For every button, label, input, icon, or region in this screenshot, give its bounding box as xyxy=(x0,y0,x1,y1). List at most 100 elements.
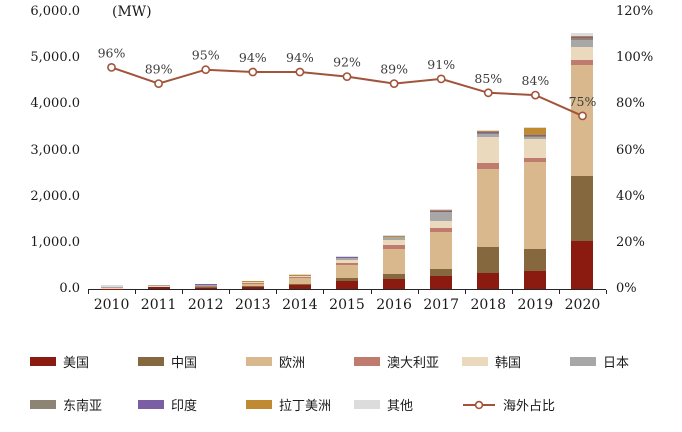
x-axis-tick-label: 2019 xyxy=(517,297,554,313)
x-axis-tick-label: 2015 xyxy=(329,297,365,313)
legend-item-overseas-share: 海外占比 xyxy=(462,395,566,414)
x-axis-tick-mark xyxy=(182,290,184,294)
legend-color-swatch xyxy=(138,357,164,366)
line-data-label: 96% xyxy=(98,45,126,60)
legend-label: 美国 xyxy=(63,356,90,371)
bar-segment-korea xyxy=(571,46,594,61)
bar-segment-europe xyxy=(383,248,406,275)
bar-segment-japan xyxy=(100,287,123,289)
bar-segment-other xyxy=(524,127,547,129)
overseas-share-line-layer: 96% 89% 95% 94% 94% 92% 89% 91% 85% 84% 75% xyxy=(98,45,597,121)
bar-segment-china xyxy=(383,274,406,279)
line-marker xyxy=(436,74,446,84)
bar-segment-europe xyxy=(336,264,358,278)
bar-segment-other xyxy=(571,32,594,36)
line-data-label: 94% xyxy=(239,50,267,65)
x-axis-tick-mark xyxy=(558,290,560,294)
bar-segment-china xyxy=(524,249,547,272)
legend-item-china: 中国 xyxy=(138,352,242,371)
bar-segment-usa xyxy=(241,286,264,289)
bar-segment-usa xyxy=(430,276,453,289)
bar-segment-europe xyxy=(524,161,547,250)
bar-segment-europe xyxy=(194,285,217,288)
x-axis-line xyxy=(88,289,606,290)
legend-label: 欧洲 xyxy=(279,356,306,371)
x-axis-tick-mark xyxy=(511,290,513,294)
bar-segment-china xyxy=(571,175,594,241)
legend-item-india: 印度 xyxy=(138,395,242,414)
bar-segment-japan xyxy=(241,280,264,282)
y-axis-left-tick-label: 1,000.0 xyxy=(30,234,80,250)
legend-color-swatch xyxy=(354,357,380,366)
legend-color-swatch xyxy=(570,357,596,366)
legend-label: 印度 xyxy=(171,399,198,414)
bar-segment-india xyxy=(571,37,594,39)
bar-segment-korea xyxy=(288,276,311,278)
bar-segment-australia xyxy=(524,157,547,162)
bar-segment-europe xyxy=(477,168,500,248)
line-data-label: 89% xyxy=(380,62,408,77)
bar-segment-japan xyxy=(430,211,453,221)
bar-segment-australia xyxy=(477,163,500,169)
line-data-label: 92% xyxy=(333,55,361,70)
bar-segment-latin-america xyxy=(524,128,547,136)
legend-item-latin-america: 拉丁美洲 xyxy=(246,395,350,414)
bar-segment-other xyxy=(100,284,123,288)
legend-item-southeast-asia: 东南亚 xyxy=(30,395,134,414)
legend-color-swatch xyxy=(354,400,380,409)
bar-segment-usa xyxy=(147,286,170,289)
line-marker xyxy=(201,65,211,75)
line-data-label: 75% xyxy=(569,94,597,109)
legend-item-australia: 澳大利亚 xyxy=(354,352,458,371)
x-axis-tick-label: 2010 xyxy=(93,297,130,313)
bar-segment-usa xyxy=(194,287,217,289)
bar-segment-korea xyxy=(524,139,547,158)
bar-segment-japan xyxy=(336,257,358,261)
bar-segment-korea xyxy=(383,239,406,246)
y-axis-right-tick-label: 40% xyxy=(616,188,645,204)
legend-label: 海外占比 xyxy=(503,399,556,414)
bar-segment-usa xyxy=(477,272,500,289)
x-axis-tick-label: 2017 xyxy=(423,297,459,313)
legend-label: 东南亚 xyxy=(63,399,103,414)
line-marker xyxy=(248,67,258,77)
y-axis-right-tick-label: 120% xyxy=(616,4,654,19)
bar-segment-china xyxy=(477,247,500,273)
bar-segment-other xyxy=(477,129,500,132)
bar-segment-latin-america xyxy=(571,36,594,38)
legend-item-europe: 欧洲 xyxy=(246,352,350,371)
legend-label: 中国 xyxy=(171,356,198,371)
y-axis-left-tick-label: 6,000.0 xyxy=(30,4,80,19)
line-marker xyxy=(578,111,587,121)
bar-segment-japan xyxy=(288,275,311,277)
x-axis-tick-mark xyxy=(464,290,466,294)
legend-color-swatch xyxy=(462,357,488,366)
x-axis-tick-mark xyxy=(135,290,137,294)
bar-segment-australia xyxy=(571,60,594,66)
y-axis-right-tick-label: 60% xyxy=(616,142,645,158)
bar-segment-japan xyxy=(571,39,594,47)
bar-segment-china xyxy=(430,269,453,277)
line-marker xyxy=(295,67,305,77)
legend-color-swatch xyxy=(30,400,56,409)
y-axis-right-tick-label: 100% xyxy=(616,50,654,66)
bar-segment-southeast-asia xyxy=(571,38,594,40)
legend-item-usa: 美国 xyxy=(30,352,134,371)
line-marker xyxy=(107,63,116,72)
x-axis-tick-label: 2018 xyxy=(470,297,507,313)
x-axis-tick-label: 2014 xyxy=(282,297,318,313)
bar-segment-china xyxy=(336,277,358,281)
bar-segment-korea xyxy=(336,260,358,264)
line-data-label: 89% xyxy=(145,62,173,77)
legend-item-other: 其他 xyxy=(354,395,458,414)
line-data-label: 91% xyxy=(427,57,455,72)
y-axis-left-tick-label: 3,000.0 xyxy=(30,142,80,158)
y-axis-left-tick-label: 2,000.0 xyxy=(30,188,80,204)
bar-segment-australia xyxy=(288,277,311,279)
y-axis-right-tick-label: 80% xyxy=(616,96,645,112)
legend-color-swatch xyxy=(246,400,272,409)
bar-segment-usa xyxy=(288,285,311,289)
legend-line-swatch xyxy=(463,400,495,409)
bar-segment-usa xyxy=(383,278,406,289)
